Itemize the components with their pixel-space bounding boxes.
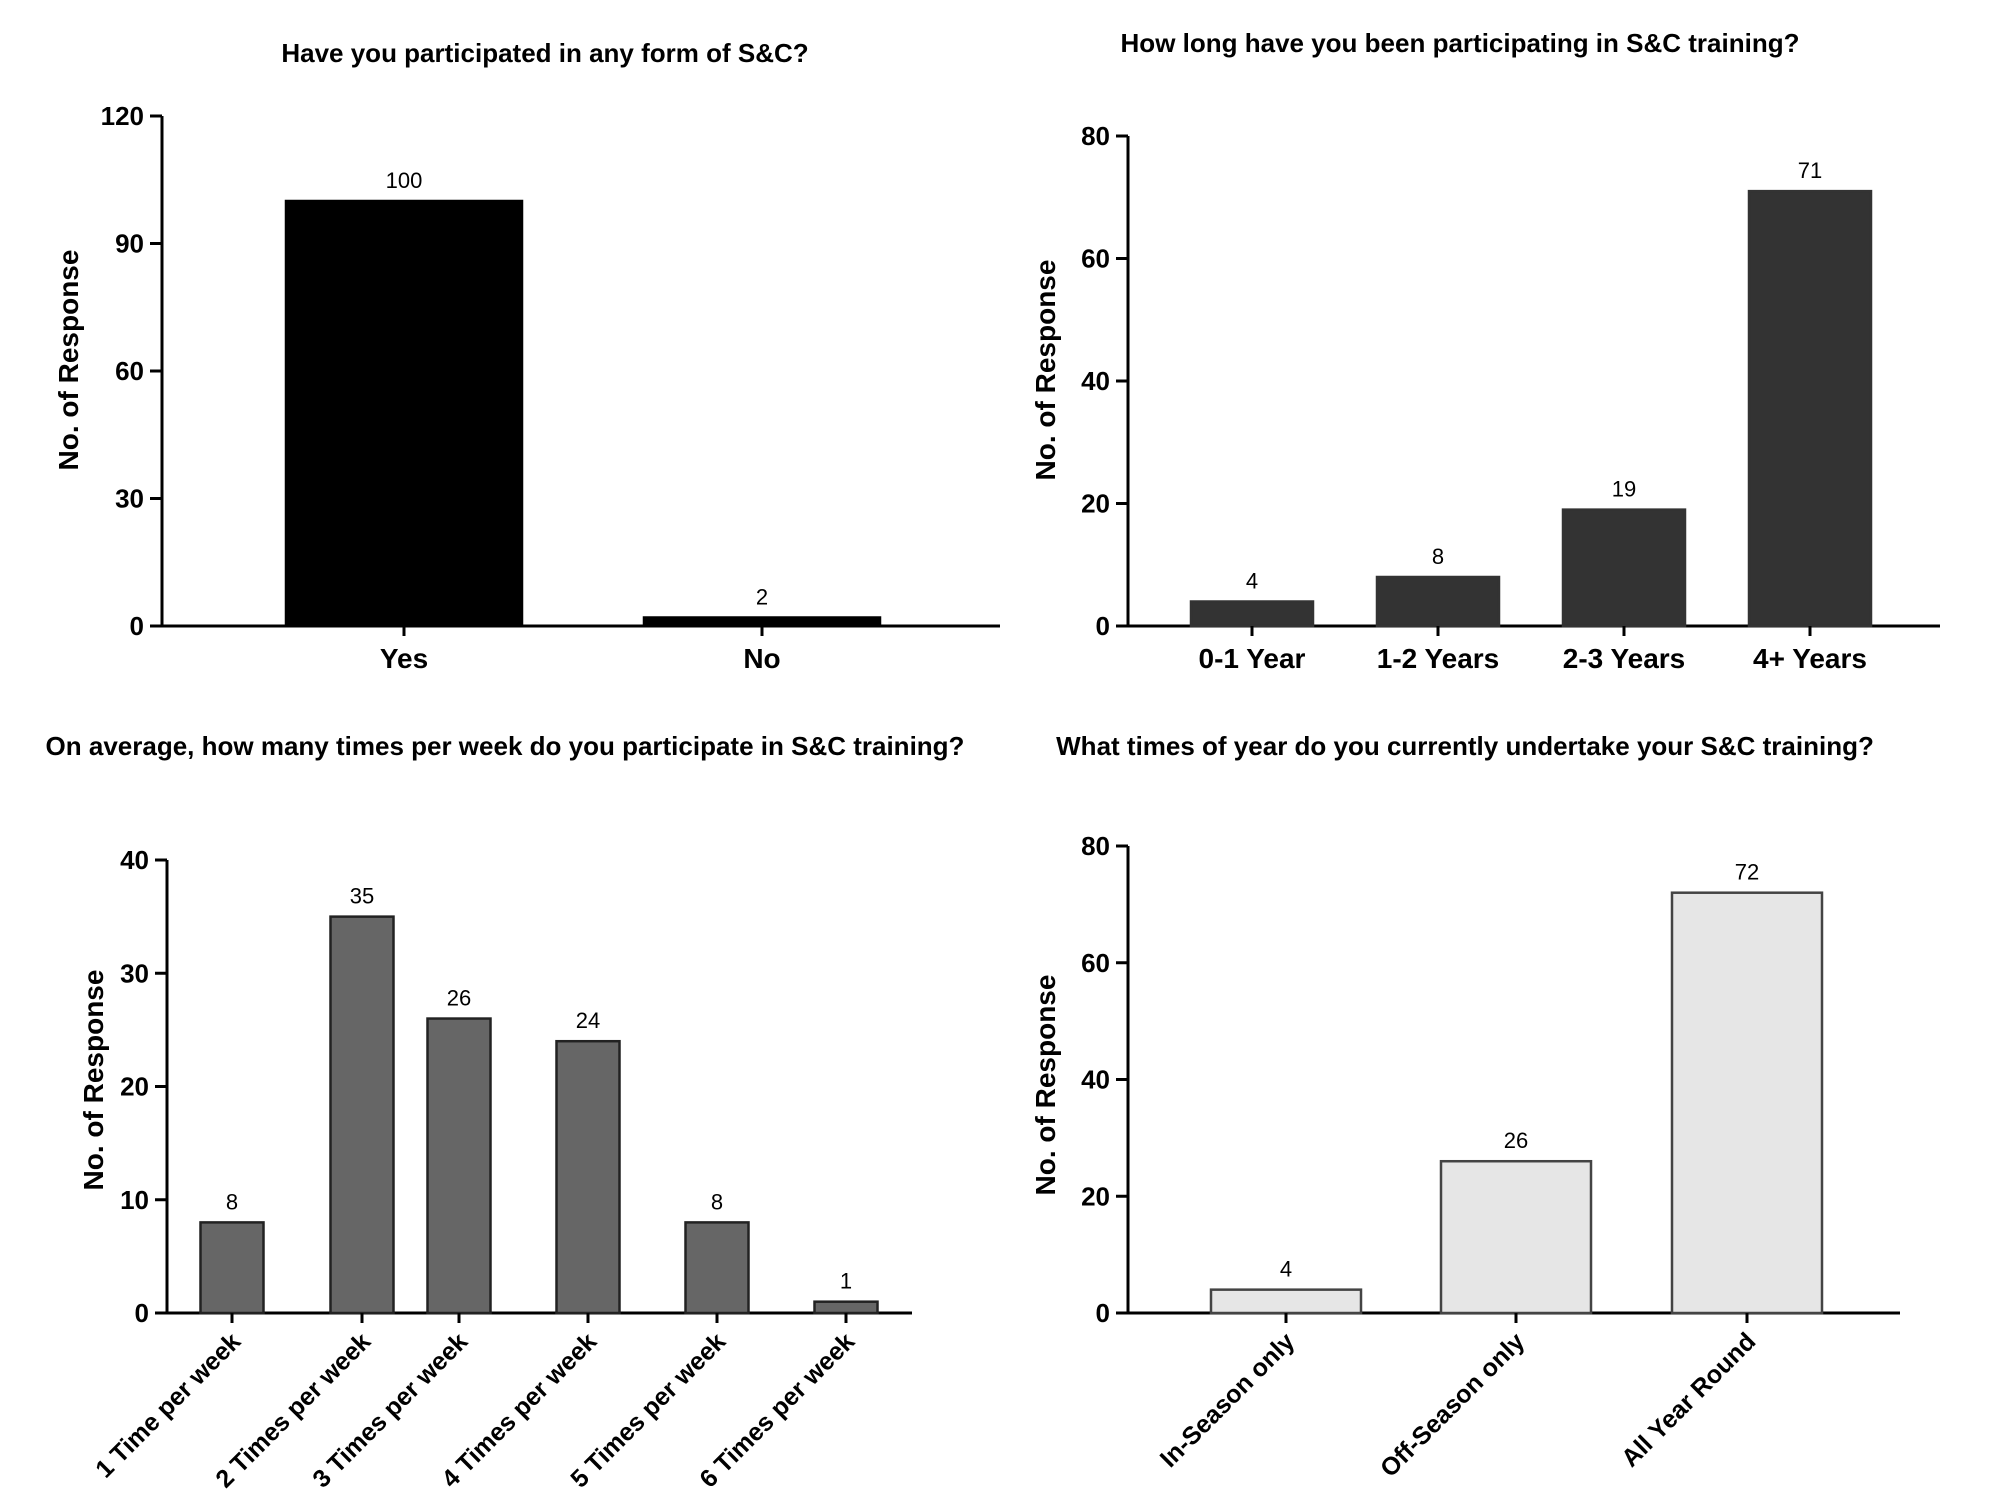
- y-tick-label: 0: [1096, 611, 1110, 641]
- bar: [329, 915, 395, 1315]
- category-label: In-Season only: [1155, 1327, 1301, 1473]
- bar: [1189, 600, 1315, 628]
- panel-4-title: What times of year do you currently unde…: [1056, 731, 1874, 761]
- panel-4-y-axis-label: No. of Response: [1030, 975, 1061, 1196]
- panel-frequency: On average, how many times per week do y…: [46, 731, 965, 1493]
- y-tick-label: 0: [1096, 1298, 1110, 1328]
- y-tick-label: 80: [1081, 831, 1110, 861]
- bar: [684, 1221, 750, 1315]
- category-label: 0-1 Year: [1199, 643, 1306, 674]
- bar: [426, 1017, 492, 1315]
- bar: [642, 616, 882, 628]
- data-label: 100: [386, 168, 423, 193]
- category-label: 1-2 Years: [1377, 643, 1500, 674]
- y-tick-label: 40: [120, 845, 149, 875]
- data-label: 8: [1432, 544, 1444, 569]
- y-tick-label: 20: [1081, 489, 1110, 519]
- bar: [1209, 1288, 1363, 1315]
- panel-1-title: Have you participated in any form of S&C…: [281, 38, 808, 68]
- bar: [1439, 1159, 1593, 1315]
- y-tick-label: 30: [120, 958, 149, 988]
- data-label: 35: [350, 884, 374, 909]
- data-label: 8: [711, 1189, 723, 1214]
- panel-3-title: On average, how many times per week do y…: [46, 731, 965, 761]
- bar: [1747, 189, 1873, 628]
- data-label: 19: [1612, 477, 1636, 502]
- data-label: 26: [1504, 1128, 1528, 1153]
- y-tick-label: 60: [1081, 244, 1110, 274]
- bar: [1561, 508, 1687, 628]
- data-label: 4: [1246, 569, 1258, 594]
- y-tick-label: 80: [1081, 121, 1110, 151]
- bar: [199, 1221, 265, 1315]
- y-tick-label: 60: [1081, 948, 1110, 978]
- y-tick-label: 0: [135, 1298, 149, 1328]
- category-label: Yes: [380, 643, 428, 674]
- bar: [555, 1039, 621, 1315]
- panel-duration: How long have you been participating in …: [1030, 28, 1940, 674]
- y-tick-label: 20: [1081, 1181, 1110, 1211]
- category-label: 2-3 Years: [1563, 643, 1686, 674]
- y-tick-label: 60: [115, 356, 144, 386]
- data-label: 1: [840, 1269, 852, 1294]
- category-label: 4+ Years: [1753, 643, 1867, 674]
- y-tick-label: 30: [115, 484, 144, 514]
- data-label: 8: [226, 1189, 238, 1214]
- category-label: No: [743, 643, 780, 674]
- data-label: 71: [1798, 158, 1822, 183]
- panel-3-y-axis-label: No. of Response: [78, 970, 109, 1191]
- panel-season: What times of year do you currently unde…: [1030, 731, 1900, 1483]
- category-label: All Year Round: [1616, 1327, 1761, 1472]
- bar: [1375, 575, 1501, 628]
- bar: [284, 199, 524, 628]
- data-label: 26: [447, 986, 471, 1011]
- y-tick-label: 20: [120, 1072, 149, 1102]
- y-tick-label: 40: [1081, 366, 1110, 396]
- y-tick-label: 40: [1081, 1065, 1110, 1095]
- y-tick-label: 10: [120, 1185, 149, 1215]
- data-label: 72: [1735, 860, 1759, 885]
- y-tick-label: 0: [130, 611, 144, 641]
- bar: [1670, 891, 1824, 1315]
- y-tick-label: 90: [115, 229, 144, 259]
- panel-2-title: How long have you been participating in …: [1121, 28, 1800, 58]
- data-label: 4: [1280, 1257, 1292, 1282]
- data-label: 24: [576, 1008, 600, 1033]
- data-label: 2: [756, 585, 768, 610]
- y-tick-label: 120: [101, 101, 144, 131]
- panel-1-y-axis-label: No. of Response: [53, 250, 84, 471]
- category-label: Off-Season only: [1375, 1327, 1530, 1482]
- panel-participation: Have you participated in any form of S&C…: [53, 38, 1000, 674]
- bar: [813, 1300, 879, 1315]
- panel-2-y-axis-label: No. of Response: [1030, 260, 1061, 481]
